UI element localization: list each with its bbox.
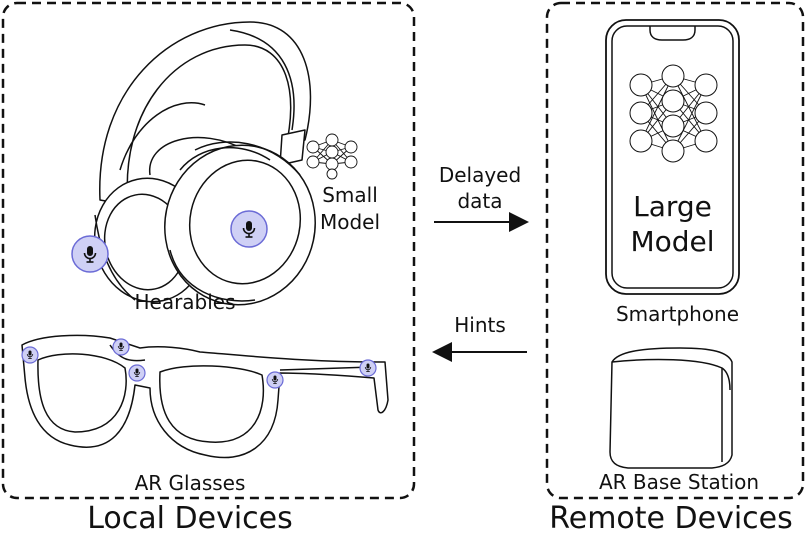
- glasses-mic-3: [128, 364, 146, 382]
- remote-devices-title: Remote Devices: [549, 501, 793, 536]
- ar-base-station-label: AR Base Station: [598, 470, 760, 494]
- delayed-data-line2: data: [457, 189, 503, 213]
- smartphone-label: Smartphone: [615, 302, 740, 326]
- remote-devices-box: [545, 1, 805, 500]
- glasses-mic-2: [112, 338, 130, 356]
- local-devices-title: Local Devices: [87, 501, 293, 536]
- large-model-label: Large Model: [612, 189, 733, 259]
- delayed-data-label: Delayed data: [425, 162, 535, 214]
- glasses-mic-1: [21, 346, 39, 364]
- ar-glasses-illustration: [21, 334, 389, 459]
- large-model-line1: Large: [633, 190, 712, 223]
- delayed-data-line1: Delayed: [438, 163, 522, 187]
- small-model-line1: Small: [322, 183, 378, 207]
- headphones-illustration: [93, 21, 316, 306]
- large-model-network-icon: [629, 64, 718, 163]
- hearable-mic-left: [71, 235, 109, 273]
- glasses-mic-5: [359, 359, 377, 377]
- small-model-label: Small Model: [310, 182, 390, 236]
- ar-base-station-illustration: [609, 347, 733, 469]
- large-model-line2: Model: [630, 225, 715, 258]
- small-model-line2: Model: [319, 210, 381, 234]
- local-devices-box: [1, 1, 416, 500]
- hints-label: Hints: [454, 313, 506, 337]
- glasses-mic-4: [266, 371, 284, 389]
- hearable-mic-right: [230, 210, 268, 248]
- hearables-label: Hearables: [134, 290, 236, 314]
- small-model-network-icon: [306, 133, 358, 180]
- ar-glasses-label: AR Glasses: [134, 471, 246, 495]
